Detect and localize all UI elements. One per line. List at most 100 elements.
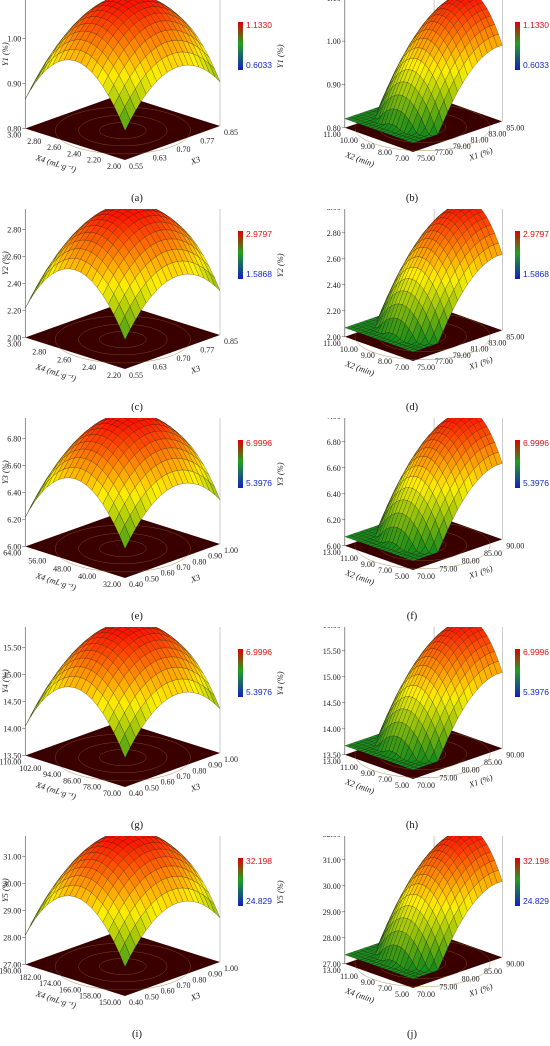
color-bar-min: 1.5868 — [246, 269, 272, 279]
color-bar-max: 1.1330 — [523, 20, 549, 30]
right-tick-label: 79.00 — [453, 142, 471, 151]
left-tick-label: 10.00 — [340, 136, 358, 145]
z-tick-label: 2.60 — [327, 255, 341, 264]
left-tick-label: 2.60 — [57, 355, 71, 364]
z-tick-label: 0.80 — [7, 125, 21, 134]
right-tick-label: 77.00 — [435, 148, 453, 157]
right-tick-label: 83.00 — [488, 339, 506, 348]
left-tick-label: 2.60 — [47, 143, 61, 152]
right-axis-label: X3 — [188, 572, 201, 585]
z-tick-label: 2.60 — [7, 253, 21, 262]
z-tick-label: 3.00 — [327, 209, 341, 212]
right-tick-label: 80.00 — [462, 975, 480, 984]
left-tick-label: 11.00 — [340, 763, 358, 772]
right-tick-label: 0.85 — [224, 337, 238, 346]
right-tick-label: 0.40 — [129, 998, 143, 1007]
z-axis-label: Y5 (%) — [0, 878, 10, 902]
right-tick-label: 0.85 — [224, 128, 238, 137]
z-tick-label: 1.00 — [7, 35, 21, 44]
z-tick-label: 30.00 — [323, 882, 341, 891]
z-tick-label: 13.50 — [323, 751, 341, 760]
left-tick-label: 9.00 — [361, 560, 375, 569]
z-tick-label: 29.00 — [3, 907, 21, 916]
panel-caption: (g) — [131, 820, 144, 831]
surface-panel-b: 0.80 0.90 1.00 1.10 Y1 (%) 11.0010.009.008.00… — [275, 0, 550, 209]
left-tick-label: 9.00 — [361, 142, 375, 151]
left-tick-label: 2.00 — [107, 162, 121, 171]
z-tick-label: 6.00 — [327, 542, 341, 551]
left-tick-label: 70.00 — [103, 789, 121, 798]
right-axis: 0.400.500.600.700.800.901.00 — [129, 964, 238, 1007]
panel-caption: (c) — [131, 402, 143, 413]
left-tick-label: 2.80 — [27, 137, 41, 146]
left-axis-label: X2 (min) — [343, 149, 376, 169]
z-tick-label: 6.80 — [327, 438, 341, 447]
z-tick-label: 2.00 — [7, 334, 21, 343]
left-tick-label: 11.00 — [340, 554, 358, 563]
response-surface — [344, 209, 503, 353]
right-tick-label: 1.00 — [224, 755, 238, 764]
right-tick-label: 0.40 — [129, 789, 143, 798]
response-surface — [344, 627, 503, 771]
z-tick-label: 6.60 — [327, 464, 341, 473]
z-axis: 27.00 28.00 29.00 30.00 31.00 32.00 — [323, 836, 346, 969]
z-tick-label: 32.00 — [323, 836, 341, 839]
left-tick-label: 2.40 — [82, 363, 96, 372]
panel-caption: (b) — [406, 193, 419, 204]
color-bar-max: 6.9996 — [246, 647, 272, 657]
right-tick-label: 81.00 — [471, 136, 489, 145]
left-tick-label: 2.20 — [87, 156, 101, 165]
z-tick-label: 6.40 — [327, 490, 341, 499]
z-tick-label: 31.00 — [3, 853, 21, 862]
response-surface — [25, 836, 221, 967]
z-axis-label: Y2 (%) — [275, 253, 285, 277]
right-axis-label: X3 — [188, 781, 201, 794]
right-tick-label: 0.50 — [145, 783, 159, 792]
right-axis: 0.55 0.63 0.70 0.77 0.85 — [129, 337, 238, 380]
z-axis-label: Y1 (%) — [275, 44, 285, 68]
surface-plot-a: 0.800.901.001.10Y1 (%)3.002.802.602.402.… — [0, 0, 272, 204]
left-axis-label: X2 (min) — [343, 358, 376, 378]
left-axis-label: X2 (min) — [343, 567, 376, 587]
left-tick-label: 5.00 — [395, 572, 409, 581]
surface-panel-j: 27.00 28.00 29.00 30.00 31.00 32.00 Y5 (%) 13.0… — [275, 836, 550, 1045]
left-tick-label: 2.20 — [107, 371, 121, 380]
z-axis-label: Y4 (%) — [0, 669, 10, 693]
left-tick-label: 102.00 — [19, 764, 41, 773]
right-tick-label: 0.60 — [161, 987, 175, 996]
right-tick-label: 0.80 — [192, 975, 206, 984]
left-tick-label: 11.00 — [323, 339, 341, 348]
left-tick-label: 3.00 — [7, 340, 21, 349]
surface-panel-d: 2.00 2.20 2.40 2.60 2.80 3.00 Y2 (%) 11.0010.00… — [275, 209, 550, 418]
z-axis: 0.800.901.001.10 — [7, 0, 26, 134]
right-tick-label: 70.00 — [417, 572, 435, 581]
color-bar-max: 32.198 — [246, 856, 272, 866]
z-axis-label: Y3 (%) — [275, 462, 285, 486]
left-tick-label: 11.00 — [323, 130, 341, 139]
left-tick-label: 13.00 — [323, 966, 341, 975]
left-axis: 3.00 2.80 2.60 2.40 2.20 2.00 — [7, 131, 121, 172]
response-surface — [344, 0, 503, 144]
color-bar-max: 6.9996 — [523, 647, 549, 657]
color-bar — [515, 858, 520, 906]
left-tick-label: 182.00 — [19, 973, 41, 982]
z-tick-label: 6.40 — [7, 489, 21, 498]
right-tick-label: 0.90 — [208, 761, 222, 770]
left-tick-label: 2.80 — [32, 347, 46, 356]
right-tick-label: 0.90 — [208, 970, 222, 979]
color-bar-max: 6.9996 — [523, 438, 549, 448]
z-tick-label: 6.20 — [327, 516, 341, 525]
right-tick-label: 0.80 — [192, 557, 206, 566]
right-tick-label: 75.00 — [417, 154, 435, 163]
left-tick-label: 2.40 — [67, 149, 81, 158]
left-tick-label: 7.00 — [395, 363, 409, 372]
z-tick-label: 14.00 — [323, 725, 341, 734]
z-axis-label: Y3 (%) — [0, 460, 10, 484]
left-axis: 3.00 2.80 2.60 2.40 2.20 — [7, 340, 121, 381]
color-bar-max: 1.1330 — [246, 20, 272, 30]
right-axis-label: X3 — [188, 154, 201, 167]
